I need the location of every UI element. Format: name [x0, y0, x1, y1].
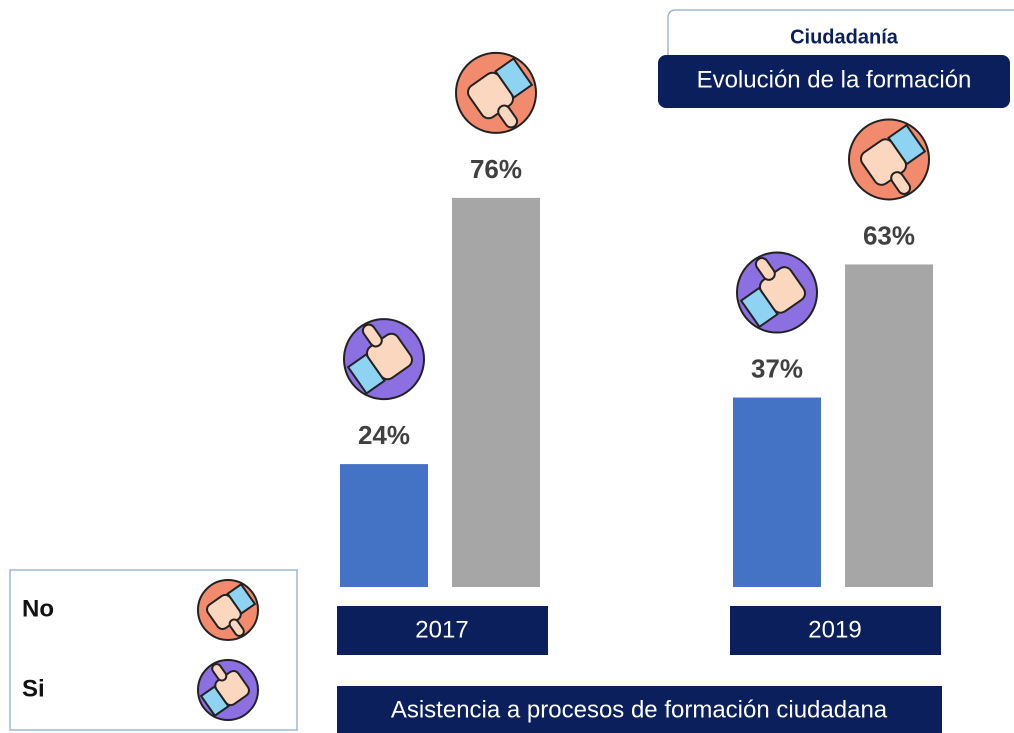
bar: [340, 464, 428, 587]
icon-thumb: [754, 257, 776, 281]
bar: [845, 264, 933, 587]
header: Ciudadanía: [790, 26, 899, 48]
x-tick-label: 2019: [808, 616, 861, 643]
icon-thumb: [361, 323, 383, 348]
thumb-icon: [848, 118, 930, 201]
icon-thumb: [497, 104, 519, 129]
value-label: 76%: [470, 154, 522, 184]
thumb-icon: [736, 251, 818, 334]
legend-label: No: [22, 595, 54, 622]
icon-thumb: [228, 618, 245, 637]
icon-thumb: [890, 171, 912, 195]
x-label-box: [337, 686, 942, 733]
icon-hand: [199, 663, 250, 718]
title-box: [658, 55, 1010, 108]
chart-title: Evolución de la formación: [697, 66, 972, 93]
value-label: 63%: [863, 220, 915, 250]
thumb-icon: [343, 318, 425, 401]
icon-hand: [739, 257, 806, 329]
category-box: [730, 606, 941, 655]
icon-hand: [346, 323, 413, 395]
x-axis-label: Asistencia a procesos de formación ciuda…: [391, 696, 888, 723]
thumb-icon: [455, 51, 537, 134]
x-tick-label: 2017: [415, 616, 468, 643]
icon-thumb: [211, 663, 228, 682]
header-frame: [667, 9, 1014, 55]
value-label: 24%: [358, 420, 410, 450]
icon-hand: [206, 582, 257, 637]
bar: [733, 397, 821, 587]
legend-label: Si: [22, 675, 45, 702]
icon-hand: [860, 123, 927, 195]
category-box: [337, 606, 548, 655]
thumb-icon: [197, 659, 259, 721]
icon-hand: [467, 57, 534, 129]
bar: [452, 197, 540, 587]
value-label: 37%: [751, 353, 803, 383]
thumb-icon: [197, 579, 259, 641]
